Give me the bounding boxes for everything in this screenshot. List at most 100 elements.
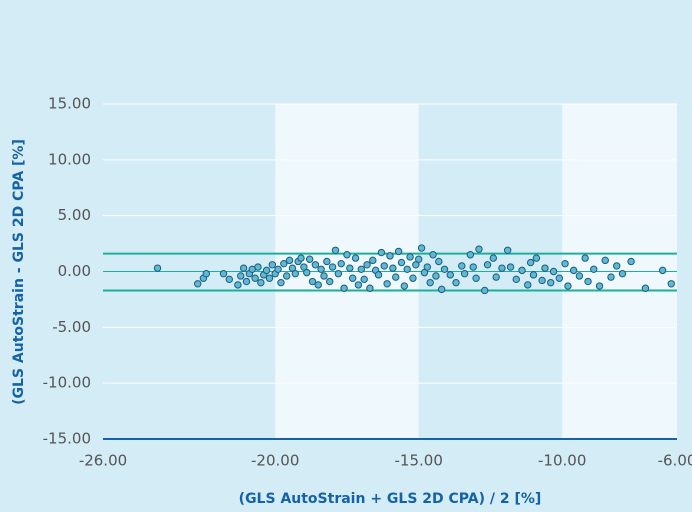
point — [225, 275, 233, 284]
point — [555, 274, 564, 282]
point — [237, 272, 245, 280]
y-tick-label: 15.00 — [48, 95, 91, 113]
point — [538, 276, 546, 285]
point — [406, 253, 414, 261]
point — [429, 251, 437, 259]
point — [506, 263, 515, 271]
y-tick-label: -5.00 — [52, 318, 91, 336]
point — [323, 257, 331, 266]
point — [526, 258, 535, 267]
y-tick-label: 0.00 — [58, 262, 91, 280]
point — [360, 275, 368, 284]
point — [234, 281, 242, 289]
point — [262, 266, 271, 275]
point — [377, 248, 386, 257]
point — [369, 256, 377, 265]
point — [481, 286, 489, 295]
point — [412, 261, 420, 269]
point — [569, 266, 578, 275]
point — [590, 265, 598, 273]
point — [564, 282, 572, 290]
point — [314, 281, 322, 289]
point — [420, 268, 429, 277]
point — [475, 245, 483, 253]
point — [532, 254, 541, 262]
point — [257, 278, 265, 287]
point — [432, 272, 440, 280]
y-tick-label: -15.00 — [43, 430, 91, 448]
point — [466, 251, 475, 259]
point — [415, 255, 423, 263]
point — [403, 265, 411, 273]
point — [595, 282, 604, 290]
point — [348, 274, 357, 282]
point — [529, 271, 538, 279]
point — [549, 267, 558, 276]
point — [305, 255, 314, 263]
point — [584, 277, 592, 286]
point — [331, 246, 340, 254]
x-tick-label: -26.00 — [79, 452, 127, 470]
x-tick-label: -10.00 — [538, 452, 586, 470]
point — [251, 274, 259, 282]
point — [328, 263, 337, 271]
point — [469, 263, 477, 271]
y-tick-label: 10.00 — [48, 150, 91, 168]
point — [581, 254, 589, 262]
point — [627, 257, 635, 266]
point — [354, 281, 363, 289]
point — [541, 264, 549, 272]
point — [297, 254, 305, 262]
point — [472, 274, 480, 282]
point — [280, 259, 288, 268]
x-tick-label: -15.00 — [395, 452, 443, 470]
point — [601, 256, 609, 265]
point — [334, 270, 343, 278]
point — [285, 256, 294, 265]
point — [268, 261, 277, 269]
point — [277, 278, 285, 287]
point — [440, 265, 449, 273]
point — [282, 272, 291, 280]
point — [380, 262, 388, 270]
point — [346, 264, 354, 272]
point — [340, 284, 348, 292]
point — [265, 274, 274, 282]
point — [575, 272, 584, 280]
point — [303, 268, 311, 277]
x-axis-label: (GLS AutoStrain + GLS 2D CPA) / 2 [%] — [239, 491, 542, 507]
point — [658, 266, 667, 275]
point — [288, 264, 297, 272]
point — [423, 263, 432, 271]
point — [194, 280, 202, 288]
point — [317, 265, 325, 273]
point — [452, 278, 460, 287]
point — [512, 275, 520, 284]
x-tick-label: -20.00 — [251, 452, 299, 470]
point — [483, 261, 492, 269]
point — [417, 244, 426, 252]
point — [386, 252, 394, 260]
point — [397, 258, 406, 267]
point — [547, 278, 555, 287]
point — [400, 282, 409, 290]
point — [446, 271, 454, 279]
point — [366, 284, 374, 292]
y-tick-label: -10.00 — [43, 374, 91, 392]
point — [389, 264, 397, 272]
y-tick-label: 5.00 — [58, 206, 91, 224]
point — [641, 284, 650, 292]
point — [607, 273, 615, 281]
point — [503, 246, 512, 254]
point — [254, 263, 262, 271]
point — [311, 261, 320, 269]
point — [435, 257, 443, 266]
point — [518, 266, 526, 275]
point — [383, 280, 391, 288]
point — [291, 270, 299, 278]
point — [300, 263, 308, 271]
point — [153, 264, 162, 272]
point — [320, 272, 328, 280]
